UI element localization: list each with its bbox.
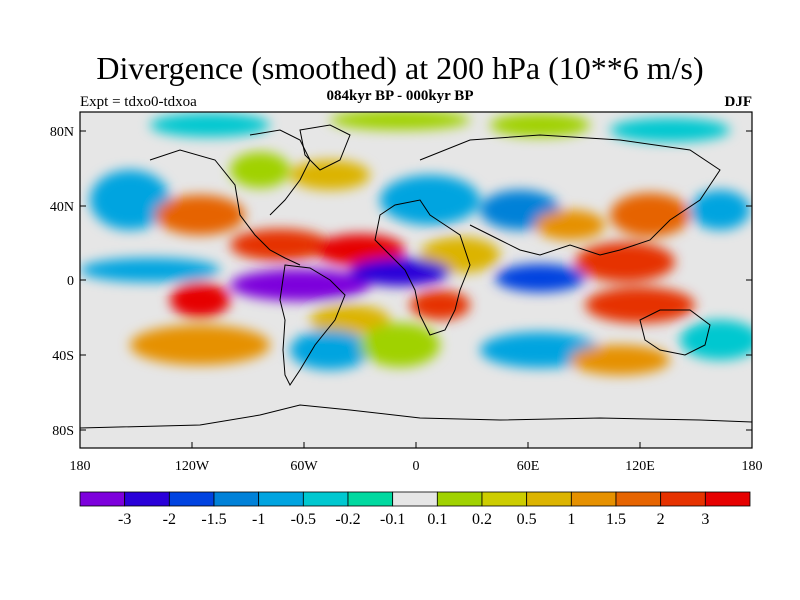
colorbar-swatch (168, 491, 215, 507)
lon-tick-label: 180 (742, 459, 763, 474)
colorbar-swatch (392, 491, 438, 507)
lat-tick-label: 40S (52, 349, 74, 364)
lon-axis (79, 442, 753, 448)
colorbar-swatch (526, 491, 572, 507)
lat-tick-labels: 80N 40N 0 40S 80S (50, 125, 74, 439)
lon-tick-label: 120W (175, 459, 210, 474)
colorbar-swatch (347, 491, 394, 507)
colorbar-label: -0.1 (380, 511, 405, 528)
colorbar-label: 0.1 (427, 511, 447, 528)
colorbar-swatch (213, 491, 260, 507)
lat-tick-label: 0 (67, 274, 74, 289)
colorbar-swatch (481, 491, 528, 507)
colorbar-swatch (570, 491, 617, 507)
colorbar-label: 2 (657, 511, 665, 528)
experiment-label: Expt = tdxo0-tdxoa (80, 94, 197, 110)
lat-tick-label: 40N (50, 200, 74, 215)
colorbar-label: -1.5 (201, 511, 226, 528)
colorbar-swatch (660, 491, 706, 507)
colorbar-swatch (79, 491, 126, 507)
colorbar-label: 1.5 (606, 511, 626, 528)
plot-title: Divergence (smoothed) at 200 hPa (10**6 … (96, 50, 704, 86)
colorbar-label: 1 (567, 511, 575, 528)
colorbar-swatch (258, 491, 304, 507)
lon-tick-label: 0 (413, 459, 420, 474)
colorbar-label: 0.2 (472, 511, 492, 528)
colorbar-labels: -3 -2 -1.5 -1 -0.5 -0.2 -0.1 0.1 0.2 0.5 1 1.5 2 3 (118, 511, 709, 528)
colorbar-label: -0.2 (335, 511, 360, 528)
colorbar-swatch (704, 491, 751, 507)
lon-tick-label: 120E (625, 459, 655, 474)
lat-tick-label: 80S (52, 424, 74, 439)
colorbar-swatch (436, 491, 483, 507)
plot-subtitle: 084kyr BP - 000kyr BP (326, 88, 474, 104)
colorbar-swatch (615, 491, 662, 507)
colorbar-label: -1 (252, 511, 265, 528)
colorbar-label: 0.5 (517, 511, 537, 528)
lon-tick-labels: 180 120W 60W 0 60E 120E 180 (70, 459, 763, 474)
colorbar-label: -3 (118, 511, 131, 528)
field-layer (80, 112, 752, 448)
lon-tick-label: 60E (517, 459, 540, 474)
colorbar-swatch (124, 491, 170, 507)
coastlines (80, 124, 752, 429)
lat-tick-label: 80N (50, 125, 74, 140)
colorbar-swatch (302, 491, 349, 507)
lon-tick-label: 180 (70, 459, 91, 474)
lon-tick-label: 60W (290, 459, 318, 474)
colorbar-label: -2 (163, 511, 176, 528)
lat-axis (80, 130, 752, 431)
colorbar-label: 3 (701, 511, 709, 528)
colorbar (79, 491, 751, 507)
season-label: DJF (724, 94, 753, 110)
colorbar-label: -0.5 (291, 511, 316, 528)
